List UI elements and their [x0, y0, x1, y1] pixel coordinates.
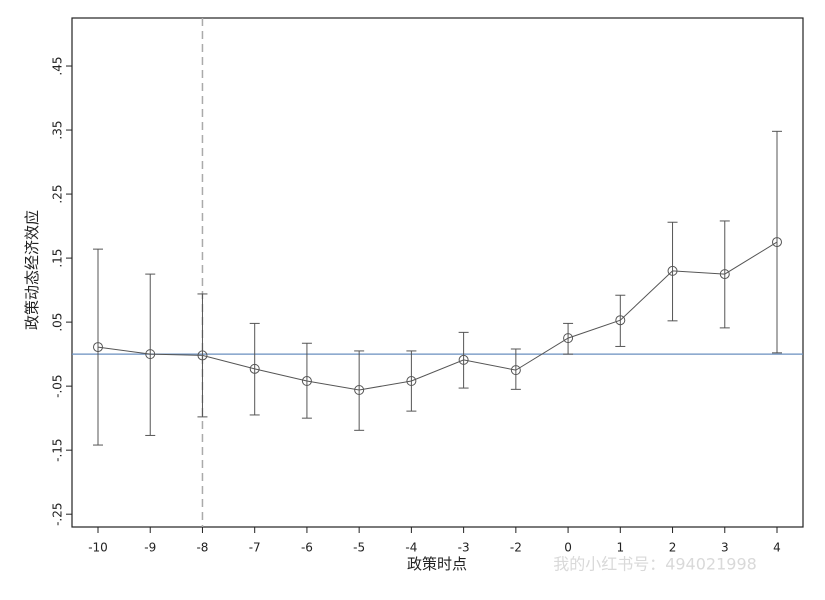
- y-tick-label: -.25: [51, 502, 65, 525]
- point: [719, 269, 730, 280]
- x-tick-label: 3: [721, 541, 729, 555]
- y-tick-label: .25: [51, 185, 65, 204]
- x-tick-label: -7: [249, 541, 261, 555]
- x-tick-label: -8: [196, 541, 208, 555]
- point: [510, 365, 521, 376]
- y-tick-label: .35: [51, 120, 65, 139]
- point: [772, 237, 782, 248]
- x-axis-label: 政策时点: [407, 555, 467, 573]
- point: [301, 376, 312, 387]
- x-tick-label: -6: [301, 541, 313, 555]
- y-tick-label: .05: [51, 313, 65, 332]
- x-tick-label: 4: [773, 541, 781, 555]
- point: [197, 350, 208, 361]
- x-tick-label: -5: [353, 541, 365, 555]
- point: [458, 354, 469, 365]
- y-axis-label: 政策动态经济效应: [23, 210, 41, 330]
- point: [563, 333, 574, 344]
- watermark: 我的小红书号：494021998: [553, 555, 757, 574]
- x-tick-label: 1: [616, 541, 624, 555]
- x-tick-label: 0: [564, 541, 572, 555]
- y-tick-label: -.05: [51, 374, 65, 397]
- y-tick-label: .45: [51, 56, 65, 75]
- series-line: [97, 241, 778, 391]
- point: [145, 349, 156, 360]
- point: [667, 265, 678, 276]
- point: [406, 376, 417, 387]
- x-tick-label: 2: [669, 541, 677, 555]
- x-tick-label: -3: [458, 541, 470, 555]
- point: [249, 363, 260, 374]
- x-tick-label: -9: [144, 541, 156, 555]
- point: [354, 384, 365, 395]
- y-tick-label: .15: [51, 249, 65, 268]
- x-tick-label: -2: [510, 541, 522, 555]
- point: [93, 342, 103, 353]
- y-tick-label: -.15: [51, 438, 65, 461]
- x-tick-label: -4: [405, 541, 417, 555]
- point: [615, 315, 626, 326]
- plot-frame: [71, 17, 804, 528]
- x-tick-label: -10: [88, 541, 108, 555]
